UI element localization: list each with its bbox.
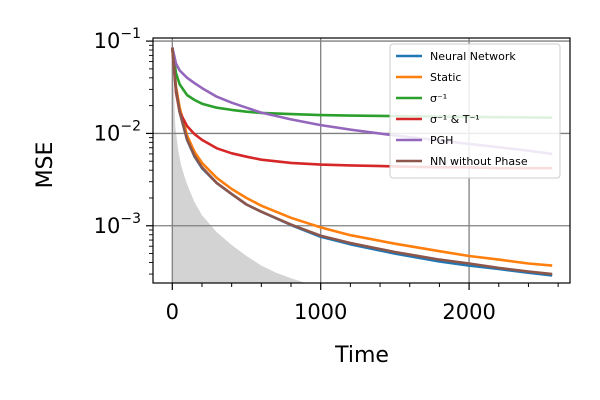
- legend-label-0: Neural Network: [430, 50, 516, 63]
- x-tick-label: 1000: [294, 300, 347, 324]
- y-tick-label: 10−1: [94, 26, 141, 53]
- x-tick-label: 0: [166, 300, 179, 324]
- legend-label-5: NN without Phase: [430, 155, 528, 168]
- tick-layer: 0 1000 2000 10−3 10−2 10−1: [94, 26, 559, 324]
- legend-label-2: σ⁻¹: [430, 92, 447, 105]
- y-tick-label: 10−2: [94, 118, 141, 145]
- legend-box: [389, 43, 561, 179]
- shaded-region: [172, 47, 306, 283]
- legend-label-4: PGH: [430, 134, 453, 147]
- y-axis-label: MSE: [33, 142, 58, 189]
- legend-label-3: σ⁻¹ & T⁻¹: [430, 113, 480, 126]
- plot-frame: [152, 37, 571, 284]
- x-axis-label: Time: [334, 343, 389, 368]
- shaded-region-layer: [172, 47, 306, 283]
- series-line-5: [171, 47, 553, 276]
- legend-label-1: Static: [430, 71, 461, 84]
- y-tick-label: 10−3: [94, 211, 141, 238]
- legend: Neural Network Static σ⁻¹ σ⁻¹ & T⁻¹ PGH NN wi…: [389, 43, 561, 179]
- x-tick-label: 2000: [442, 300, 495, 324]
